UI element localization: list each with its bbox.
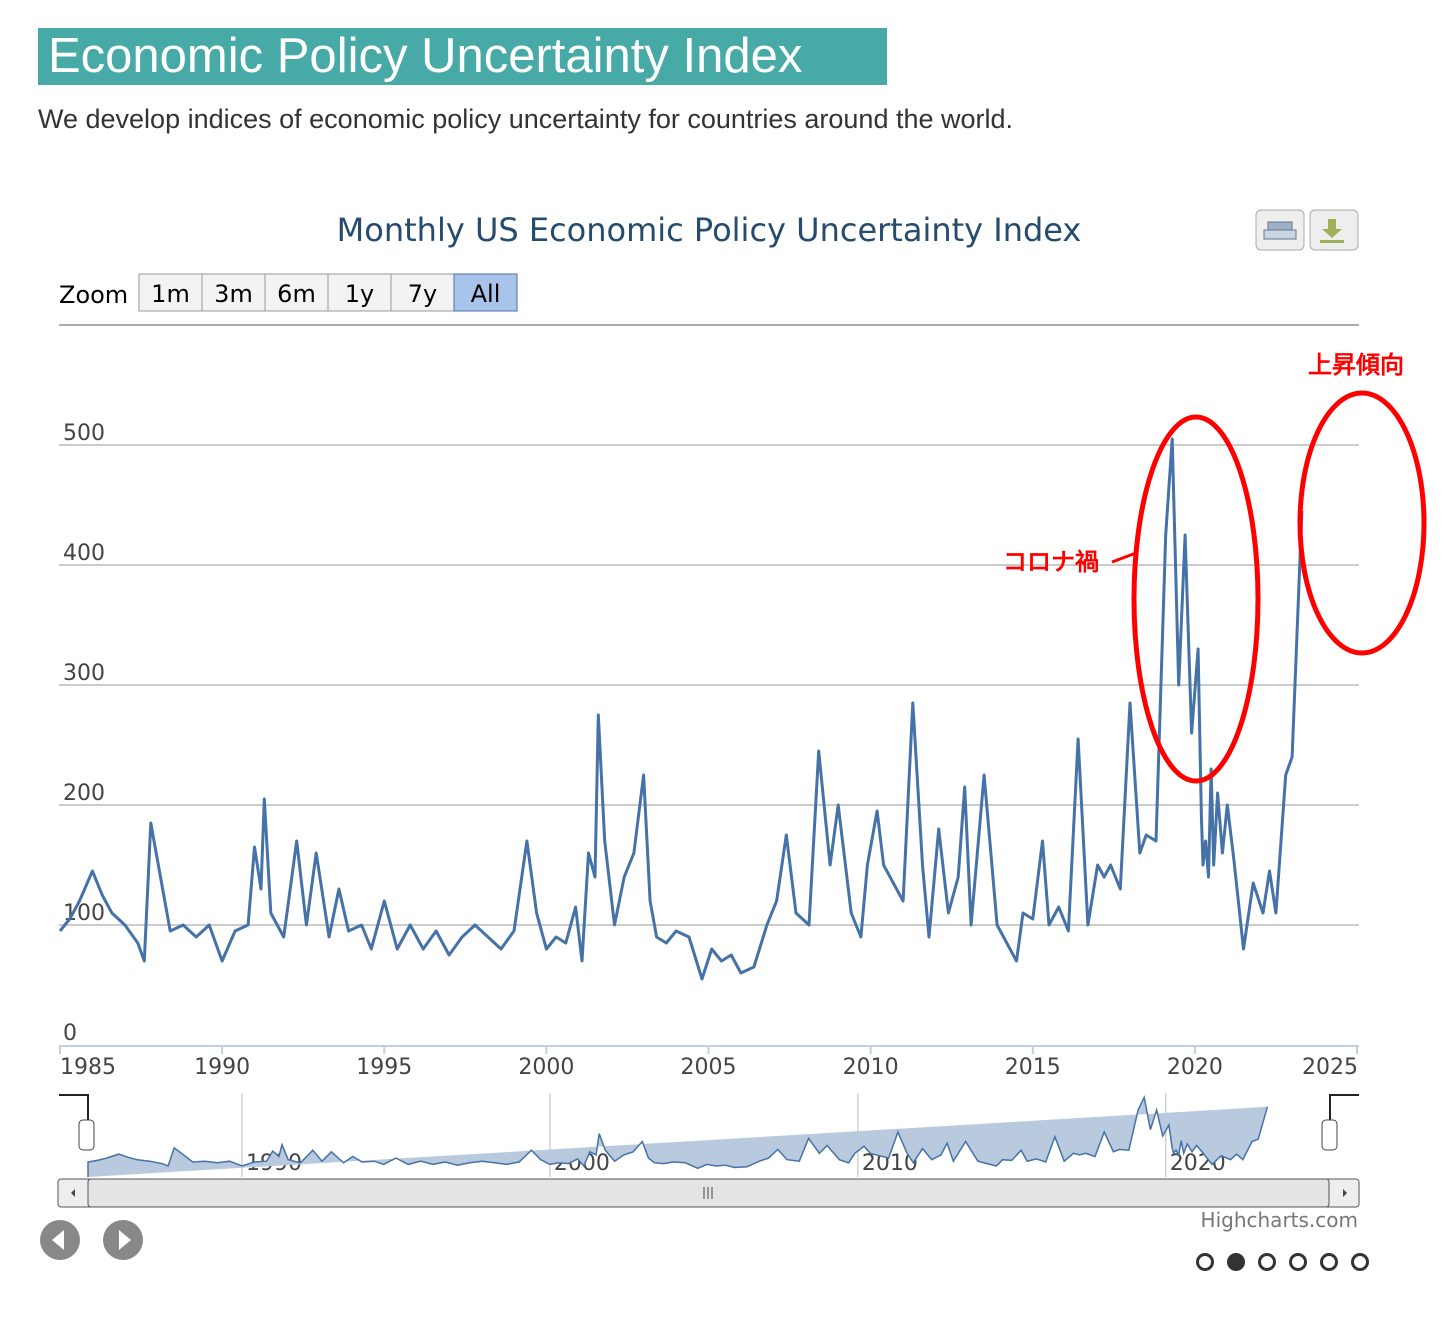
page-subtitle: We develop indices of economic policy un… — [38, 104, 1014, 134]
x-tick-label: 2025 — [1302, 1055, 1358, 1080]
series-line — [58, 437, 1304, 981]
zoom-button-1y[interactable]: 1y — [327, 273, 392, 312]
zoom-button-All[interactable]: All — [453, 273, 518, 312]
x-tick-label: 2005 — [681, 1055, 737, 1080]
chevron-right-icon — [119, 1230, 131, 1250]
y-tick-label: 200 — [63, 781, 105, 806]
zoom-button-label: 3m — [214, 280, 253, 308]
annotation-pointer — [1111, 551, 1137, 564]
x-tick-label: 1990 — [194, 1055, 250, 1080]
zoom-button-label: 6m — [277, 280, 316, 308]
x-tick-label: 1995 — [356, 1055, 412, 1080]
carousel-dot-1[interactable] — [1196, 1253, 1214, 1271]
zoom-button-label: 1y — [345, 280, 374, 308]
zoom-button-label: All — [471, 280, 501, 308]
zoom-button-1m[interactable]: 1m — [138, 273, 203, 312]
y-tick-label: 100 — [63, 901, 105, 926]
next-slide-button[interactable] — [103, 1220, 143, 1260]
annotation-covid: コロナ禍 — [1003, 548, 1099, 576]
annotation-ellipse-covid — [1131, 414, 1261, 784]
page-title-banner: Economic Policy Uncertainty Index — [38, 28, 887, 85]
page-title: Economic Policy Uncertainty Index — [48, 29, 803, 83]
zoom-button-7y[interactable]: 7y — [390, 273, 455, 312]
scrollbar[interactable] — [57, 1178, 1360, 1208]
print-button[interactable] — [1255, 209, 1305, 251]
carousel-dot-6[interactable] — [1351, 1253, 1369, 1271]
carousel-dot-2[interactable] — [1227, 1253, 1245, 1271]
y-tick-label: 400 — [63, 541, 105, 566]
navigator[interactable]: 1990200020102020 — [59, 1093, 1359, 1177]
navigator-handle-left[interactable] — [78, 1119, 95, 1151]
carousel-dot-3[interactable] — [1258, 1253, 1276, 1271]
download-icon — [1320, 219, 1344, 243]
scroll-right-icon[interactable] — [1343, 1189, 1347, 1197]
y-tick-label: 0 — [63, 1021, 77, 1046]
zoom-button-label: 1m — [151, 280, 190, 308]
zoom-button-label: 7y — [408, 280, 437, 308]
x-tick-label: 2000 — [518, 1055, 574, 1080]
carousel-dot-5[interactable] — [1320, 1253, 1338, 1271]
y-tick-label: 300 — [63, 661, 105, 686]
annotation-ellipse-rising — [1297, 390, 1427, 656]
zoom-button-6m[interactable]: 6m — [264, 273, 329, 312]
chart-title: Monthly US Economic Policy Uncertainty I… — [337, 211, 1082, 249]
navigator-handle-right[interactable] — [1321, 1119, 1338, 1151]
scroll-left-icon[interactable] — [71, 1189, 75, 1197]
zoom-button-3m[interactable]: 3m — [201, 273, 266, 312]
carousel-dot-4[interactable] — [1289, 1253, 1307, 1271]
prev-slide-button[interactable] — [40, 1220, 80, 1260]
annotation-rising: 上昇傾向 — [1308, 351, 1404, 379]
x-tick-label: 2010 — [843, 1055, 899, 1080]
navigator-series — [87, 1095, 1269, 1177]
credits-link[interactable]: Highcharts.com — [1201, 1208, 1358, 1232]
y-tick-label: 500 — [63, 421, 105, 446]
download-button[interactable] — [1309, 209, 1359, 251]
x-tick-label: 2015 — [1005, 1055, 1061, 1080]
zoom-label: Zoom — [59, 281, 128, 309]
x-tick-label: 1985 — [60, 1055, 116, 1080]
x-tick-label: 2020 — [1167, 1055, 1223, 1080]
chevron-left-icon — [52, 1230, 64, 1250]
print-icon — [1263, 221, 1297, 240]
